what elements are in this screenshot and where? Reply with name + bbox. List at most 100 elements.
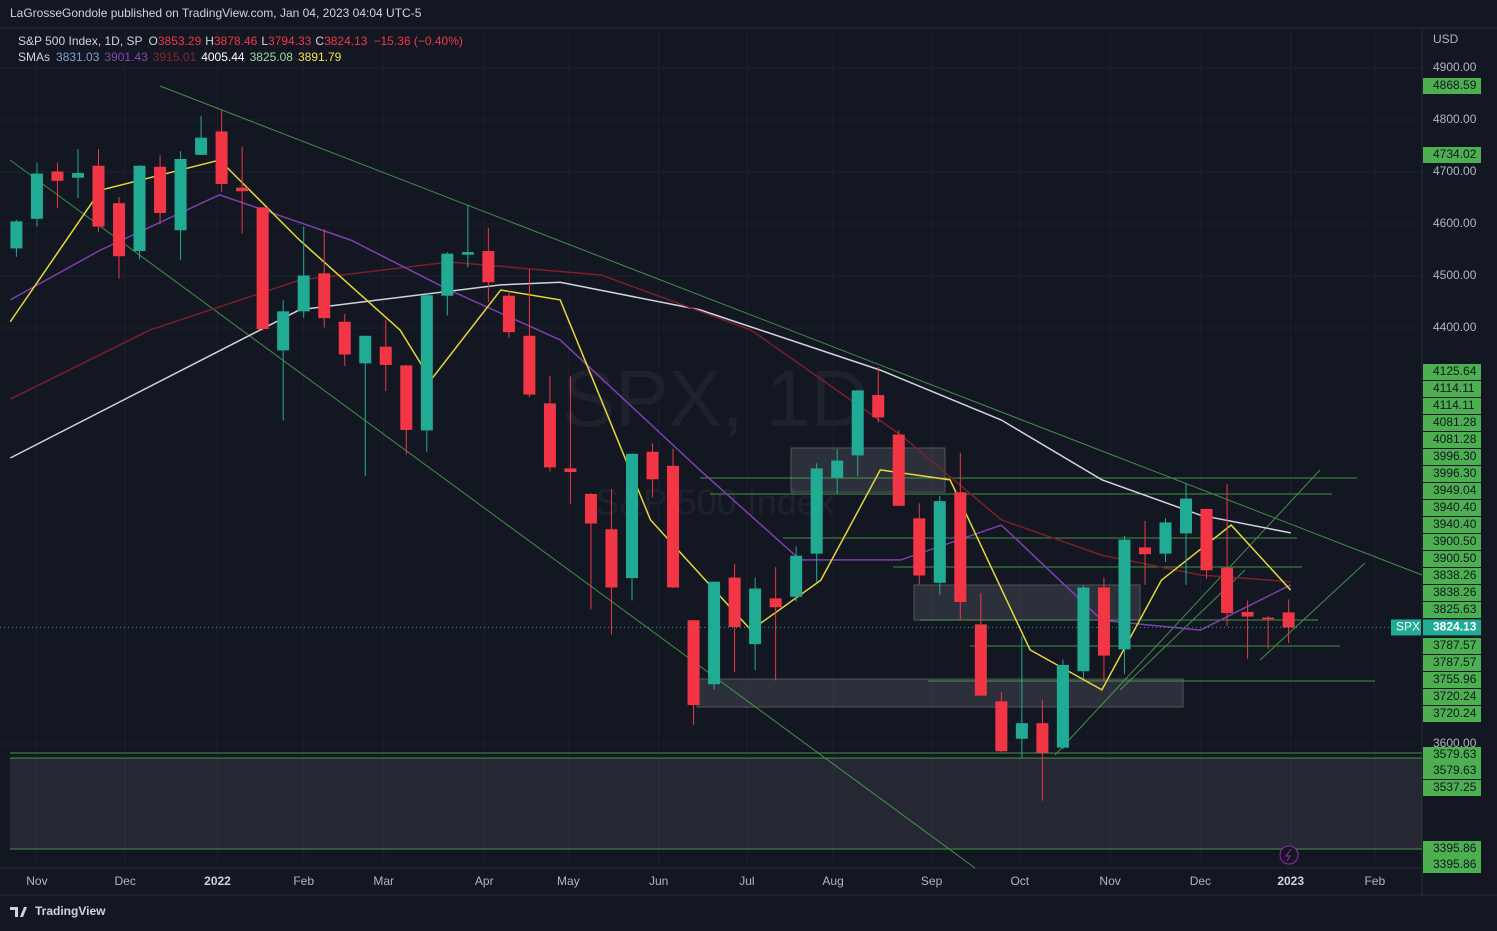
price-label: 3395.86 <box>1433 841 1477 855</box>
last-price-label: 3824.13 <box>1433 620 1477 634</box>
candle-body <box>215 131 228 184</box>
candle-body <box>872 395 885 418</box>
price-label: 3395.86 <box>1433 857 1477 871</box>
price-label-bg <box>1423 517 1481 533</box>
trend-line <box>159 85 1423 576</box>
candle-body <box>728 577 741 627</box>
price-label-bg <box>1423 568 1481 584</box>
candle-body <box>420 295 433 431</box>
x-tick-label: Nov <box>26 874 47 888</box>
candle-body <box>1036 723 1049 753</box>
candle-body <box>831 460 844 478</box>
candle-body <box>92 165 105 227</box>
candle-body <box>954 492 967 603</box>
price-label-bg <box>1423 585 1481 601</box>
ticker-tag: SPX <box>1396 620 1420 634</box>
price-label: 4734.02 <box>1433 147 1477 161</box>
trend-line <box>1259 562 1366 661</box>
candle-body <box>1077 587 1090 672</box>
candle-body <box>1159 522 1172 554</box>
candle-body <box>482 251 495 283</box>
candle-body <box>113 203 126 257</box>
candle-body <box>790 555 803 597</box>
candle-body <box>441 253 454 296</box>
candle-body <box>1180 498 1193 534</box>
candle-body <box>318 273 331 319</box>
x-tick-label: Jul <box>739 874 754 888</box>
candle-body <box>379 346 392 365</box>
price-label-bg <box>1423 551 1481 567</box>
ohlc-label: O <box>149 34 158 48</box>
candle-body <box>913 518 926 576</box>
candle-body <box>71 173 84 178</box>
last-price-bg <box>1423 619 1481 636</box>
trend-line <box>1054 469 1321 756</box>
sma-label: SMAs <box>18 50 50 64</box>
price-label-bg <box>1423 398 1481 414</box>
price-label-bg <box>1423 381 1481 397</box>
x-tick-label: May <box>557 874 580 888</box>
published-note: LaGrosseGondole published on TradingView… <box>10 6 422 20</box>
candle-body <box>1118 539 1131 650</box>
candle-body <box>851 390 864 456</box>
x-tick-label: Jun <box>649 874 668 888</box>
price-label: 4868.59 <box>1433 78 1477 92</box>
candle-body <box>400 365 413 430</box>
price-label: 3720.24 <box>1433 706 1477 720</box>
candle-body <box>543 403 556 468</box>
candle-body <box>1221 567 1234 613</box>
price-label: 3996.30 <box>1433 449 1477 463</box>
price-label-bg <box>1423 364 1481 380</box>
price-label: 3838.26 <box>1433 585 1477 599</box>
legend-value: 3891.79 <box>298 50 342 64</box>
candle-body <box>174 158 187 231</box>
x-tick-label: 2022 <box>204 874 231 888</box>
candle-body <box>502 295 515 333</box>
candle-body <box>749 588 762 645</box>
ohlc-label: L <box>261 34 268 48</box>
currency: USD <box>1433 32 1459 46</box>
price-label-bg <box>1423 763 1481 779</box>
candle-body <box>195 137 208 155</box>
ticker-tag-bg <box>1391 619 1421 636</box>
candle-body <box>1138 547 1151 555</box>
candle-body <box>810 468 823 554</box>
candle-body <box>769 598 782 608</box>
candle-body <box>256 207 269 330</box>
candle-body <box>1097 587 1110 656</box>
price-label: 4081.28 <box>1433 432 1477 446</box>
candle-body <box>133 165 146 252</box>
price-label: 4081.28 <box>1433 415 1477 429</box>
candle-body <box>892 434 905 506</box>
price-label-bg <box>1423 415 1481 431</box>
candle-body <box>1241 611 1254 617</box>
legend-value: 3831.03 <box>56 50 100 64</box>
price-label: 3537.25 <box>1433 780 1477 794</box>
candle-body <box>933 501 946 583</box>
x-tick-label: Sep <box>921 874 943 888</box>
price-label-bg <box>1423 534 1481 550</box>
zone <box>696 678 1184 708</box>
price-label-bg <box>1423 432 1481 448</box>
price-label-bg <box>1423 655 1481 671</box>
candle-body <box>1282 612 1295 628</box>
price-label: 3787.57 <box>1433 655 1477 669</box>
legend-value: 3915.01 <box>153 50 197 64</box>
price-label: 3940.40 <box>1433 500 1477 514</box>
price-label: 3900.50 <box>1433 534 1477 548</box>
x-tick-label: Feb <box>1364 874 1385 888</box>
candle-body <box>687 620 700 705</box>
alert-icon[interactable] <box>1279 845 1299 865</box>
trend-line <box>9 159 976 869</box>
legend-value: 3901.43 <box>104 50 148 64</box>
candle-body <box>338 321 351 355</box>
sma-line <box>9 261 1291 583</box>
ohlc-value: 3824.13 <box>324 34 368 48</box>
x-tick-label: Aug <box>822 874 843 888</box>
price-label-bg <box>1423 747 1481 763</box>
price-label-bg <box>1423 500 1481 516</box>
x-tick-label: 2023 <box>1277 874 1304 888</box>
y-tick-label: 4400.00 <box>1433 320 1477 334</box>
price-label-bg <box>1423 841 1481 857</box>
candle-body <box>359 335 372 364</box>
